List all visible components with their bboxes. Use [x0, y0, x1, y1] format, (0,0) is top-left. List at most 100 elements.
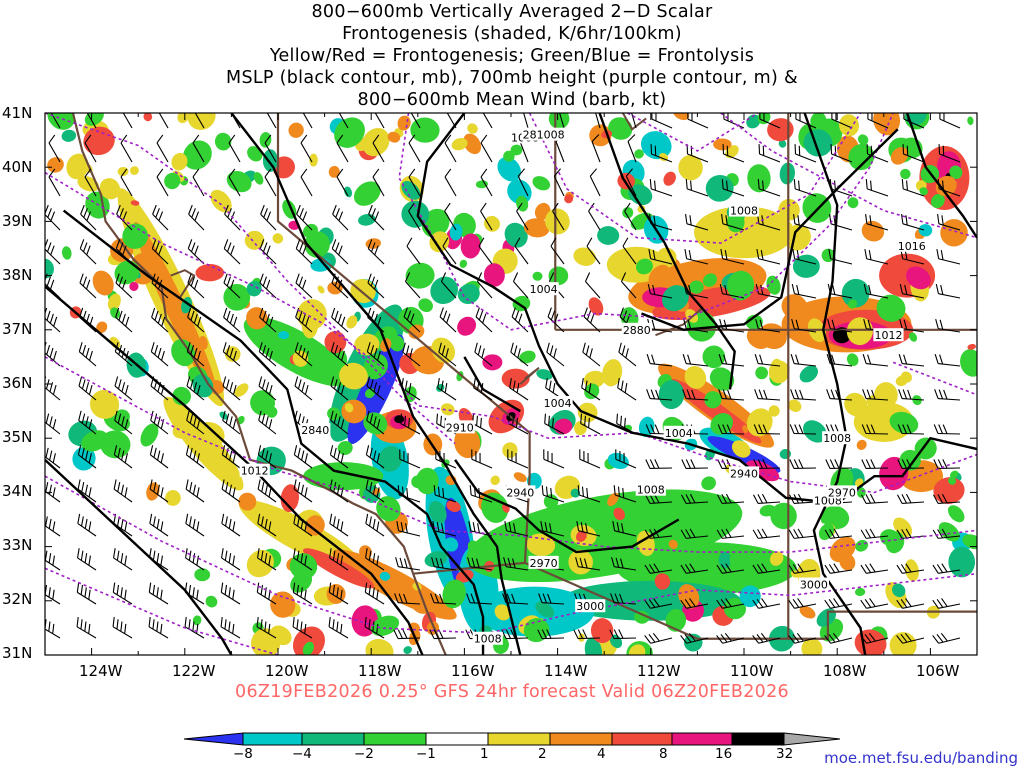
wind-barb — [113, 479, 133, 503]
shading-blob — [303, 548, 375, 589]
shading-speckle — [663, 171, 676, 186]
height-label: 3000 — [800, 579, 828, 592]
wind-barb — [264, 168, 277, 197]
lat-label: 35N — [2, 428, 33, 446]
shading-speckle — [182, 140, 212, 170]
wind-barb — [115, 307, 133, 333]
shading-speckle — [172, 386, 191, 406]
wind-barb — [898, 389, 925, 401]
wind-barb — [620, 272, 637, 299]
shading-speckle — [449, 223, 463, 241]
lat-label: 31N — [2, 644, 33, 662]
axis-ticks — [45, 112, 978, 656]
wind-barb — [228, 134, 241, 163]
height-label-bg — [798, 577, 829, 591]
wind-barb — [826, 354, 853, 367]
shading-speckle — [467, 540, 480, 554]
shading-speckle — [900, 168, 911, 180]
shading-speckle — [140, 423, 159, 447]
wind-barb — [752, 563, 781, 574]
wind-barb — [758, 144, 781, 163]
shading-speckle — [513, 472, 527, 483]
shading-blob — [694, 206, 794, 259]
wind-barb — [613, 485, 637, 503]
wind-barb — [610, 593, 637, 605]
shading-speckle — [430, 276, 459, 305]
shading-speckle — [536, 369, 553, 380]
wind-barb — [687, 113, 709, 129]
wind-barb — [645, 459, 673, 470]
wind-barb — [79, 239, 97, 265]
wind-barb — [300, 134, 313, 163]
shading-speckle — [949, 165, 963, 179]
colorbar-swatch — [487, 732, 551, 746]
wind-barb — [509, 378, 529, 401]
wind-barb — [223, 273, 241, 299]
shading-speckle — [494, 604, 511, 621]
wind-barb — [223, 307, 241, 333]
shading-speckle — [613, 507, 625, 521]
shading-speckle — [378, 445, 403, 472]
wind-barb — [756, 248, 781, 265]
wind-barb — [438, 342, 457, 367]
mslp-label-bg — [635, 482, 666, 496]
wind-barb — [576, 521, 601, 537]
wind-barb — [793, 179, 817, 197]
wind-barb — [222, 410, 241, 435]
wind-barb — [754, 389, 781, 401]
shading-speckle — [784, 224, 811, 251]
shading-speckle — [548, 266, 569, 286]
wind-barb — [430, 593, 457, 605]
height-label: 2840 — [301, 424, 329, 437]
shading-speckle — [799, 365, 819, 383]
wind-barb — [622, 237, 637, 265]
shading-speckle — [634, 610, 650, 624]
wind-barb — [573, 629, 601, 640]
shading-speckle — [443, 537, 459, 552]
wind-barb — [331, 307, 349, 333]
wind-barb — [682, 354, 709, 367]
shading-speckle — [545, 208, 570, 235]
credit-url[interactable]: moe.met.fsu.edu/banding — [824, 749, 1018, 767]
wind-barb — [932, 632, 961, 644]
wind-barb — [402, 342, 421, 367]
shading-speckle — [305, 515, 325, 536]
mslp-label: 1012 — [874, 329, 902, 342]
wind-barb — [901, 179, 925, 197]
wind-barb — [681, 459, 709, 470]
lat-label: 40N — [2, 158, 33, 176]
shading-speckle — [746, 114, 761, 129]
wind-barb — [794, 144, 817, 163]
shading-speckle — [919, 187, 928, 196]
wind-barb — [860, 598, 889, 609]
wind-barb — [408, 113, 421, 129]
shading-speckle — [266, 406, 278, 418]
shading-speckle — [62, 246, 72, 260]
shading-speckle — [510, 144, 523, 156]
shading-speckle — [583, 370, 606, 389]
mslp-label-bg — [663, 425, 694, 439]
height-label-bg — [621, 322, 652, 336]
mslp-contour — [641, 128, 899, 332]
shading-speckle — [948, 546, 976, 578]
lat-label: 36N — [2, 374, 33, 392]
colorbar-label: −4 — [292, 746, 312, 762]
shading-speckle — [788, 399, 802, 413]
wind-barb — [593, 113, 601, 129]
shading-speckle — [379, 571, 391, 581]
wind-barb — [934, 354, 961, 367]
wind-barb — [48, 168, 61, 197]
shading-speckle — [460, 233, 481, 259]
shading-speckle — [935, 175, 957, 197]
wind-barb — [547, 307, 565, 333]
shading-speckle — [731, 440, 751, 458]
wind-barb — [471, 449, 493, 469]
wind-barb — [156, 134, 169, 163]
wind-barb — [475, 307, 493, 333]
shading-speckle — [745, 314, 763, 330]
mslp-label-bg — [822, 431, 853, 445]
shading-speckle — [710, 413, 733, 435]
shading-speckle — [226, 171, 252, 193]
wind-barb — [824, 632, 853, 644]
shading-speckle — [820, 514, 828, 524]
